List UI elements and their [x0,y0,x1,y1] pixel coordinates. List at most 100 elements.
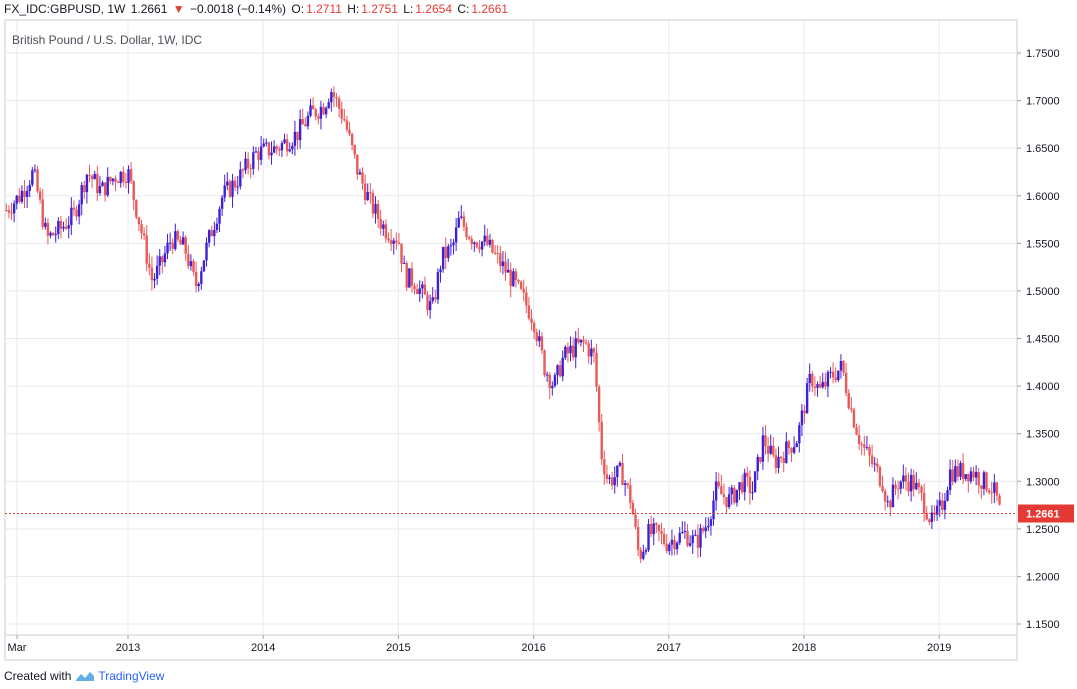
candle-body [626,483,629,486]
candle-body [387,238,390,241]
candle-body [746,472,749,477]
candle-body [756,456,759,472]
time-axis[interactable]: Mar 2013 2014 2015 2016 2017 2018 2019 [8,635,952,654]
candle-body [470,238,473,245]
candle-body [993,482,996,493]
candle-body [928,519,931,523]
price-axis[interactable]: 1.1500 1.2000 1.2500 1.3000 1.3500 1.4000 1.45… [1017,48,1060,631]
candle-body [337,98,341,109]
tradingview-brand[interactable]: TradingView [98,669,165,683]
candle-body [974,471,978,478]
candle-body [954,466,957,482]
y-tick-label: 1.1500 [1026,619,1060,631]
candle-body [883,491,887,502]
candle-body [681,531,684,533]
candle-body [142,233,146,236]
candle-body [70,207,73,226]
candle-body [610,477,614,486]
y-tick-label: 1.2500 [1026,524,1060,536]
candle-body [384,224,388,239]
candle-body [98,186,102,194]
candle-body [722,494,726,498]
candle-body [915,482,918,490]
candle-body [738,482,741,490]
candle-body [20,190,24,202]
candle-body [415,289,419,294]
candle-body [798,425,801,444]
candle-body [959,463,962,477]
candle-body [361,172,364,184]
price-change: −0.0018 (−0.14%) [189,2,287,16]
candle-body [818,384,822,388]
candle-body [662,533,666,544]
candle-body [813,386,817,388]
candle-body [33,169,37,171]
candle-body [522,288,525,293]
candle-body [922,492,926,514]
candle-body [309,105,312,116]
candle-body [343,118,346,121]
candle-body [59,220,63,229]
candle-body [41,199,44,227]
candle-body [262,143,265,147]
candle-body [506,269,510,273]
candle-body [850,408,853,410]
candle-body [491,239,494,253]
candle-body [527,305,531,319]
candle-body [847,393,850,409]
candle-body [374,204,377,214]
candle-body [982,472,986,489]
candle-body [553,375,557,386]
candle-body [280,143,284,151]
candle-body [158,256,161,266]
candle-body [376,204,380,219]
candle-body [460,216,463,218]
candle-body [948,469,952,491]
candle-body [293,131,297,146]
candle-body [863,444,866,448]
candle-body [129,169,133,182]
candle-body [941,500,944,510]
candle-body [634,514,637,527]
candle-body [642,551,645,559]
candle-body [969,471,973,482]
candle-body [111,178,115,182]
candle-body [340,108,343,119]
candle-body [670,539,674,545]
candle-body [44,222,47,227]
candle-body [896,488,900,490]
candle-body [231,180,234,197]
candle-body [574,338,577,358]
candle-body [943,500,947,510]
candle-body [935,505,939,515]
y-tick-label: 1.7000 [1026,96,1060,108]
candle-body [306,115,310,127]
candle-body [137,217,141,225]
candle-body [909,474,913,492]
candle-body [467,237,471,239]
candle-body [925,513,928,520]
candle-body [88,174,91,176]
candle-body [10,212,13,214]
x-tick-label: 2019 [927,642,951,654]
low-label: L: [403,2,414,16]
x-tick-label: 2015 [386,642,410,654]
candle-body [109,176,112,182]
candle-body [577,338,580,343]
symbol-label[interactable]: FX_IDC:GBPUSD, 1W [4,2,126,16]
candle-body [990,492,993,494]
candle-body [579,339,583,343]
price-chart[interactable]: 1.1500 1.2000 1.2500 1.3000 1.3500 1.4000 1.45… [0,0,1077,665]
candle-body [795,443,798,448]
candle-body [119,171,122,184]
candle-body [431,297,434,302]
candle-body [171,242,174,249]
candle-body [912,474,915,490]
candle-body [296,131,299,141]
candle-body [161,256,164,263]
candle-body [686,530,689,546]
candle-body [665,543,668,552]
x-tick-label: 2014 [251,642,275,654]
candle-body [7,210,11,213]
candle-body [389,240,393,244]
